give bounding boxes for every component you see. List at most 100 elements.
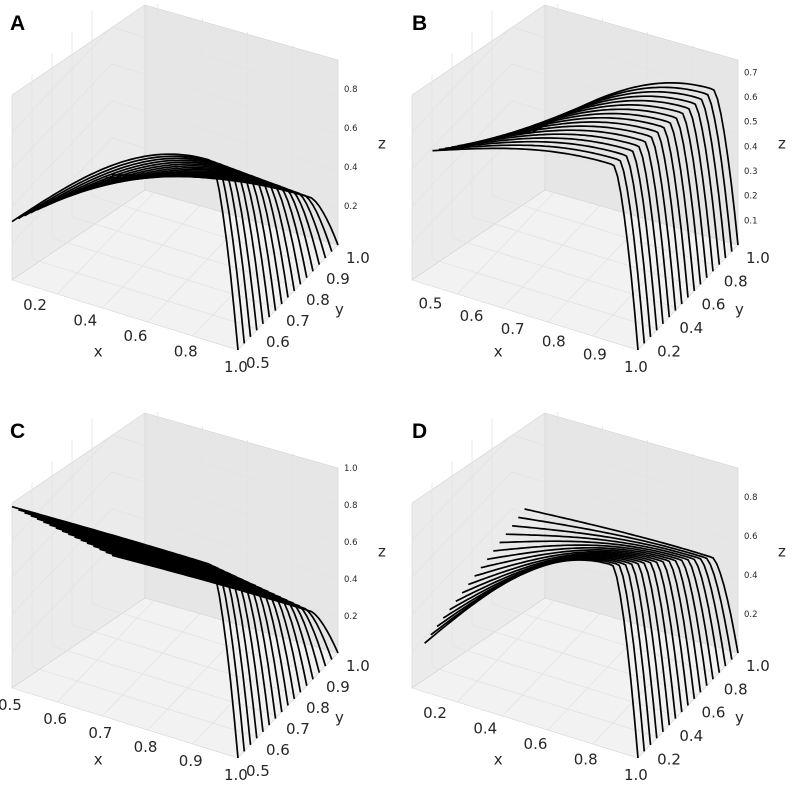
- series-curve: [480, 549, 696, 700]
- y-gridline: [31, 482, 259, 738]
- y-tick-label: 0.8: [306, 699, 330, 717]
- z-gridline: [11, 63, 339, 170]
- z-tick-label: 0.6: [344, 124, 358, 134]
- y-tick-label: 1.0: [746, 249, 770, 267]
- x-gridline: [592, 46, 694, 337]
- panel-letter: B: [412, 12, 427, 35]
- y-gridline: [431, 482, 659, 738]
- panel-A: 0.2 0.4 0.6 0.8 1.0 x 0.5 0.6 0.7 0.8 0.9 1.0 y 0.2 0.…: [11, 4, 386, 376]
- series-curve: [499, 540, 714, 680]
- z-tick-label: 0.8: [344, 501, 358, 511]
- y-tick-label: 0.6: [266, 741, 290, 759]
- y-tick-label: 0.7: [286, 312, 310, 330]
- z-gridline: [11, 100, 339, 207]
- x-tick-label: 0.4: [73, 311, 97, 329]
- z-tick-label: 0.8: [344, 85, 358, 95]
- x-gridline: [102, 426, 203, 717]
- z-tick-label: 0.2: [744, 610, 758, 620]
- x-tick-label: 1.0: [224, 766, 248, 784]
- z-gridline: [411, 26, 739, 133]
- panel-C: 0.5 0.6 0.7 0.8 0.9 1.0 x 0.5 0.6 0.7 0.8 0.9 1.0 y 0.…: [0, 412, 386, 784]
- z-axis-label: z: [778, 542, 786, 560]
- x-axis-label: x: [494, 751, 503, 769]
- y-gridline: [431, 74, 659, 330]
- y-gridline: [471, 32, 699, 288]
- y-gridline: [51, 53, 279, 309]
- z-tick-label: 1.0: [344, 464, 358, 474]
- z-tick-label: 0.2: [344, 612, 358, 622]
- z-tick-label: 0.4: [744, 571, 758, 581]
- series-curve: [93, 545, 321, 673]
- z-tick-label: 0.4: [344, 163, 358, 173]
- y-tick-label: 0.8: [724, 680, 748, 698]
- x-tick-label: 0.7: [88, 724, 112, 742]
- y-tick-label: 1.0: [346, 657, 370, 675]
- series-curve: [444, 140, 652, 337]
- series-curve: [474, 550, 689, 706]
- series-curve: [438, 144, 646, 344]
- series-curve: [99, 548, 327, 667]
- series-curve: [457, 133, 664, 324]
- y-tick-label: 0.7: [286, 720, 310, 738]
- series-curve: [61, 530, 289, 706]
- series-curve: [17, 155, 246, 344]
- x-axis-label: x: [494, 343, 503, 361]
- x-tick-label: 0.7: [501, 320, 525, 338]
- y-gridline: [71, 440, 299, 696]
- z-tick-label: 0.5: [744, 118, 758, 128]
- z-tick-label: 0.6: [344, 538, 358, 548]
- series-curve: [532, 82, 739, 246]
- y-gridline: [491, 11, 719, 267]
- x-axis-label: x: [94, 751, 103, 769]
- y-gridline: [71, 32, 299, 288]
- y-axis-label: y: [735, 300, 744, 318]
- series-curve: [43, 521, 271, 726]
- y-tick-label: 0.9: [326, 270, 350, 288]
- series-curve: [449, 555, 664, 732]
- series-curve: [55, 527, 283, 713]
- y-tick-label: 0.9: [326, 678, 350, 696]
- series-curve: [30, 514, 258, 739]
- series-curve: [432, 147, 639, 351]
- y-tick-label: 0.6: [266, 333, 290, 351]
- x-gridline: [147, 32, 249, 323]
- series-curve: [525, 86, 733, 252]
- series-curve: [111, 554, 339, 654]
- z-tick-label: 0.7: [744, 68, 758, 78]
- y-tick-label: 0.4: [679, 319, 703, 337]
- x-tick-label: 0.5: [0, 696, 22, 714]
- x-tick-label: 0.9: [179, 752, 203, 770]
- y-axis-label: y: [335, 708, 344, 726]
- series-curve: [112, 174, 339, 246]
- x-tick-label: 0.6: [460, 307, 484, 325]
- x-tick-label: 0.5: [419, 294, 443, 312]
- series-curve: [524, 508, 739, 654]
- x-tick-label: 0.6: [124, 327, 148, 345]
- z-tick-label: 0.3: [744, 167, 758, 177]
- z-tick-label: 0.6: [744, 532, 758, 542]
- z-axis-label: z: [378, 134, 386, 152]
- y-tick-label: 0.2: [657, 750, 681, 768]
- x-tick-label: 0.8: [134, 738, 158, 756]
- y-tick-label: 0.5: [246, 762, 270, 780]
- x-tick-label: 0.4: [473, 719, 497, 737]
- y-gridline: [91, 11, 319, 267]
- series-curve: [86, 542, 314, 680]
- series-curve: [18, 508, 246, 752]
- series-curve: [80, 539, 308, 686]
- x-tick-label: 0.2: [23, 296, 47, 314]
- z-gridline: [411, 471, 739, 578]
- series-curve: [518, 516, 733, 660]
- x-tick-label: 0.9: [583, 345, 607, 363]
- series-curve: [461, 553, 677, 719]
- x-tick-label: 0.8: [542, 333, 566, 351]
- x-gridline: [502, 426, 603, 717]
- panel-letter: C: [10, 420, 25, 443]
- panel-letter: A: [10, 12, 25, 35]
- series-curve: [512, 524, 727, 667]
- z-tick-label: 0.2: [344, 202, 358, 212]
- series-curve: [105, 551, 333, 660]
- z-axis-label: z: [378, 542, 386, 560]
- x-gridline: [192, 46, 294, 337]
- series-curve: [30, 159, 258, 331]
